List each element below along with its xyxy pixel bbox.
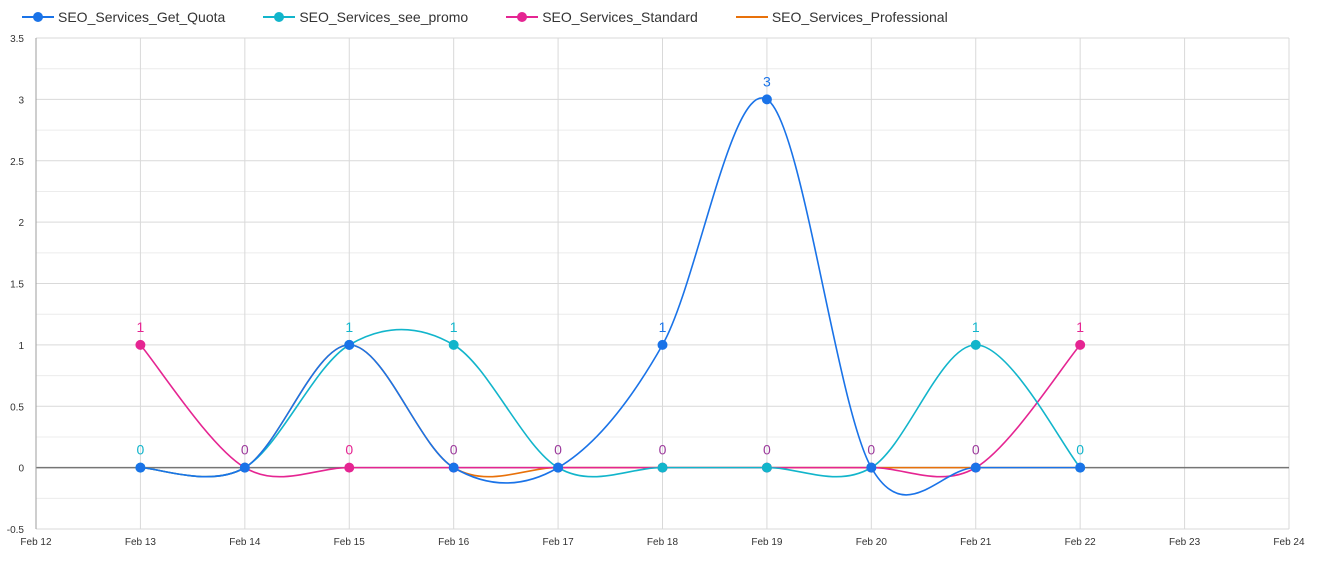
data-label: 0: [241, 442, 249, 458]
axes: -0.5 0 0.5 1 1.5 2 2.5 3 3.5 Feb 12 Feb 13 Feb 14 Fe…: [7, 34, 1305, 548]
data-label: 1: [972, 319, 980, 335]
data-point-seo-services-see-promo[interactable]: [761, 462, 772, 473]
data-point-seo-services-get-quota[interactable]: [344, 339, 355, 350]
y-tick-label: 3: [18, 95, 24, 106]
legend-item-professional[interactable]: SEO_Services_Professional: [734, 9, 948, 25]
x-tick-label: Feb 15: [334, 537, 366, 548]
x-tick-label: Feb 21: [960, 537, 992, 548]
legend-label-get-quota: SEO_Services_Get_Quota: [58, 9, 226, 25]
y-tick-label: 1: [18, 341, 24, 352]
x-tick-label: Feb 12: [20, 537, 52, 548]
data-label: 0: [972, 442, 980, 458]
legend-swatch-standard: [506, 12, 539, 22]
data-point-seo-services-standard[interactable]: [135, 339, 146, 350]
data-point-seo-services-get-quota[interactable]: [448, 462, 459, 473]
x-tick-label: Feb 20: [856, 537, 888, 548]
data-label: 1: [137, 319, 145, 335]
data-label: 0: [345, 442, 353, 458]
legend-swatch-see-promo: [263, 12, 296, 22]
x-tick-label: Feb 13: [125, 537, 157, 548]
data-label: 3: [763, 73, 771, 89]
grid: [35, 37, 1290, 530]
x-tick-label: Feb 22: [1065, 537, 1097, 548]
y-tick-label: 1.5: [10, 280, 24, 291]
x-tick-label: Feb 24: [1273, 537, 1305, 548]
data-point-seo-services-standard[interactable]: [1075, 339, 1086, 350]
y-tick-label: 2.5: [10, 157, 24, 168]
data-label: 1: [345, 319, 353, 335]
data-labels: 1 0 0 1 0 1 0 0 1 0 3 0 0 1 0 1 0: [137, 73, 1085, 457]
x-tick-label: Feb 18: [647, 537, 679, 548]
data-point-seo-services-see-promo[interactable]: [657, 462, 668, 473]
data-label: 0: [763, 442, 771, 458]
legend-swatch-get-quota: [22, 12, 54, 22]
data-point-seo-services-get-quota[interactable]: [866, 462, 877, 473]
y-tick-label: -0.5: [7, 525, 25, 536]
x-tick-label: Feb 17: [543, 537, 575, 548]
legend-label-professional: SEO_Services_Professional: [771, 9, 948, 25]
series-markers: [135, 94, 1086, 473]
data-point-seo-services-get-quota[interactable]: [135, 462, 146, 473]
legend-label-standard: SEO_Services_Standard: [542, 9, 698, 25]
y-tick-label: 0.5: [10, 402, 24, 413]
series-line-seo-services-professional: [140, 344, 1081, 478]
data-label: 0: [1076, 442, 1084, 458]
data-point-seo-services-get-quota[interactable]: [1075, 462, 1086, 473]
data-point-seo-services-see-promo[interactable]: [448, 339, 459, 350]
data-label: 0: [554, 442, 562, 458]
x-tick-label: Feb 14: [229, 537, 261, 548]
data-label: 1: [450, 319, 458, 335]
data-label: 0: [450, 442, 458, 458]
data-point-seo-services-get-quota[interactable]: [761, 94, 772, 105]
data-label: 0: [659, 442, 667, 458]
legend-label-see-promo: SEO_Services_see_promo: [299, 9, 469, 25]
series-lines: [139, 97, 1081, 496]
data-point-seo-services-get-quota[interactable]: [657, 339, 668, 350]
data-point-seo-services-standard[interactable]: [344, 462, 355, 473]
data-point-seo-services-see-promo[interactable]: [970, 339, 981, 350]
y-tick-label: 0: [18, 464, 24, 475]
legend-item-standard[interactable]: SEO_Services_Standard: [504, 9, 698, 25]
data-label: 0: [867, 442, 875, 458]
legend-swatch-professional: [735, 16, 768, 18]
data-point-seo-services-get-quota[interactable]: [239, 462, 250, 473]
legend-item-see-promo[interactable]: SEO_Services_see_promo: [261, 9, 468, 25]
data-point-seo-services-get-quota[interactable]: [970, 462, 981, 473]
series-line-seo-services-see-promo: [140, 328, 1081, 478]
x-tick-label: Feb 19: [751, 537, 783, 548]
data-label: 0: [137, 442, 145, 458]
data-label: 1: [1076, 319, 1084, 335]
data-label: 1: [659, 319, 667, 335]
series-line-seo-services-standard: [139, 344, 1081, 478]
x-tick-label: Feb 23: [1169, 537, 1201, 548]
x-tick-label: Feb 16: [438, 537, 470, 548]
y-tick-label: 2: [18, 218, 24, 229]
y-tick-label: 3.5: [10, 34, 24, 45]
data-point-seo-services-get-quota[interactable]: [553, 462, 564, 473]
legend-item-get-quota[interactable]: SEO_Services_Get_Quota: [20, 9, 225, 25]
series-line-seo-services-get-quota: [140, 97, 1081, 496]
legend: SEO_Services_Get_Quota SEO_Services_see_…: [0, 0, 948, 34]
